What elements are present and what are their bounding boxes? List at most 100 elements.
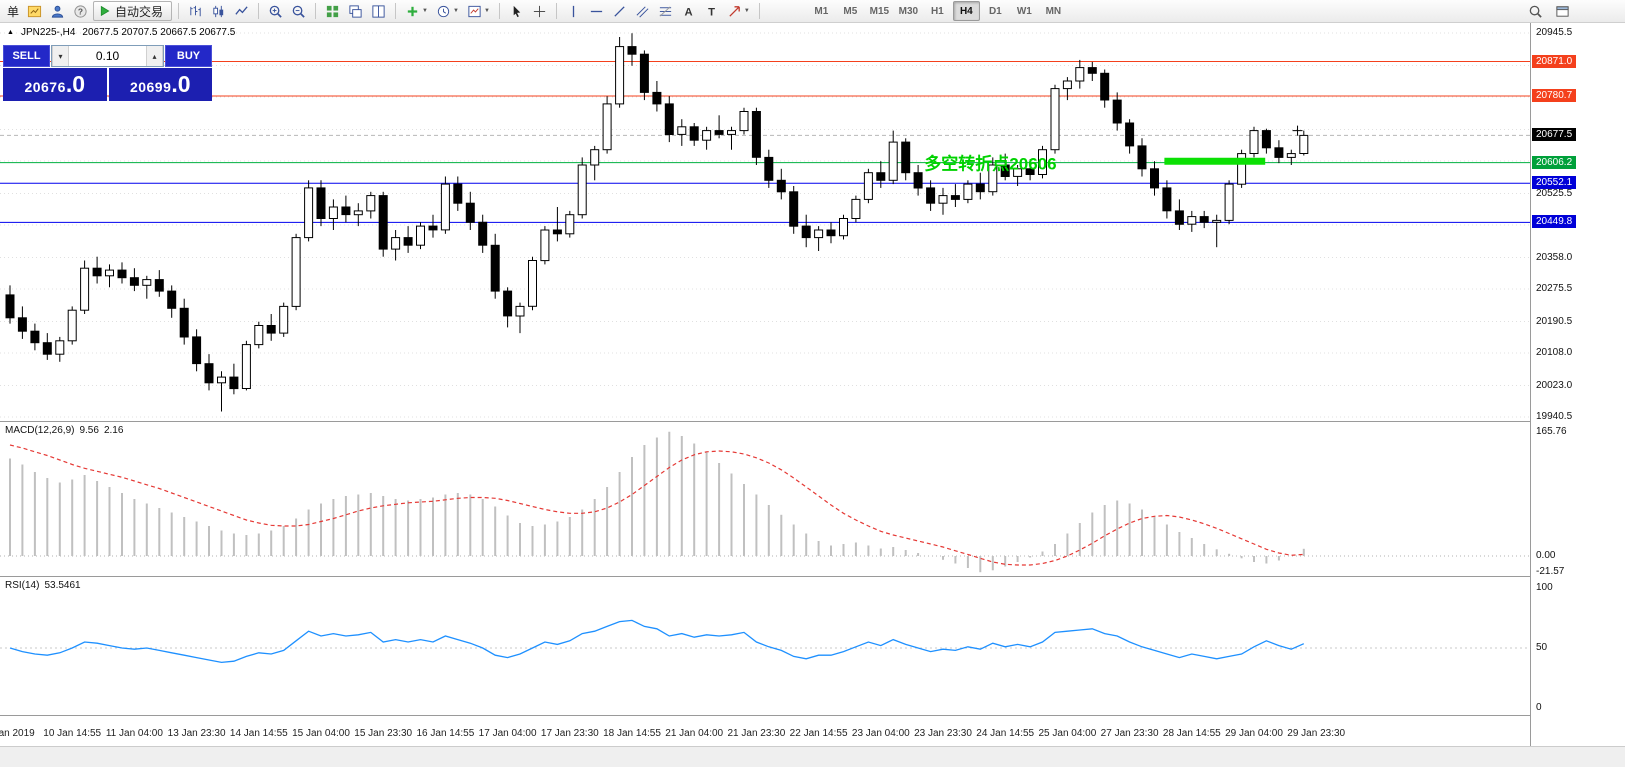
tf-M5[interactable]: M5 [843, 5, 858, 17]
shapes-icon[interactable]: ▼ [724, 2, 753, 21]
time-label: 13 Jan 23:30 [167, 728, 226, 739]
time-label: 14 Jan 14:55 [229, 728, 288, 739]
time-label: 22 Jan 14:55 [789, 728, 848, 739]
search-icon[interactable] [1525, 2, 1546, 21]
help-icon[interactable]: ? [70, 2, 91, 21]
tf-M1[interactable]: M1 [814, 5, 829, 17]
expand-icon[interactable]: ▲ [7, 29, 14, 36]
volume-spinner: ▾ 0.10 ▴ [51, 45, 164, 67]
macd-signal-line [9, 444, 1304, 566]
status-strip [0, 746, 1625, 767]
tf-M15[interactable]: M15 [869, 5, 890, 17]
time-label: 29 Jan 04:00 [1225, 728, 1283, 739]
new-order-icon[interactable]: ▼ [407, 6, 428, 16]
text-tool-icon[interactable]: A [678, 2, 699, 21]
time-label: 23 Jan 04:00 [851, 728, 910, 739]
time-label: 11 Jan 04:00 [105, 728, 163, 739]
sell-button[interactable]: SELL [3, 45, 50, 67]
panel-divider-rsi[interactable] [0, 576, 1625, 577]
tf-H4[interactable]: H4 [952, 1, 980, 21]
tf-W1[interactable]: W1 [1016, 5, 1032, 17]
candlestick-chart-icon[interactable] [208, 2, 229, 21]
tile-horizontal-icon[interactable] [368, 2, 389, 21]
crosshair-icon[interactable] [529, 2, 550, 21]
price-tick: 20275.5 [1536, 283, 1573, 294]
time-label: 9 Jan 2019 [0, 728, 35, 739]
price-tick: 20190.5 [1536, 315, 1573, 327]
time-label: 27 Jan 23:30 [1100, 728, 1159, 739]
time-label: 21 Jan 04:00 [665, 728, 724, 739]
autotrade-button[interactable]: 自动交易 [93, 1, 173, 21]
rsi-label: RSI(14) 53.5461 [5, 580, 81, 591]
bar-chart-icon[interactable] [185, 2, 206, 21]
time-label: 15 Jan 23:30 [354, 728, 413, 739]
zoom-out-icon[interactable] [288, 2, 309, 21]
volume-up-button[interactable]: ▴ [146, 46, 163, 66]
panel-divider-macd[interactable] [0, 421, 1625, 422]
volume-value[interactable]: 0.10 [95, 49, 120, 63]
rsi-panel[interactable] [0, 577, 1530, 715]
tf-M30[interactable]: M30 [898, 5, 919, 17]
zoom-in-icon[interactable] [265, 2, 286, 21]
time-label: 25 Jan 04:00 [1038, 728, 1097, 739]
sell-price[interactable]: 20676.0 [3, 68, 107, 101]
cascade-windows-icon[interactable] [345, 2, 366, 21]
time-label: 10 Jan 14:55 [43, 728, 102, 739]
macd-panel[interactable] [0, 422, 1530, 576]
main-chart[interactable]: 多空转折点20606 [0, 23, 1530, 421]
level-price-badge-20606.2: 20606.2 [1532, 155, 1577, 169]
toolbar-separator [555, 3, 557, 19]
macd-axis-tick: 165.76 [1536, 425, 1567, 437]
time-label: 21 Jan 23:30 [727, 728, 786, 739]
line-chart-icon[interactable] [231, 2, 252, 21]
toolbar-right-group [1525, 2, 1621, 21]
toolbar-separator [178, 3, 180, 19]
level-price-badge-20552.1: 20552.1 [1532, 176, 1577, 190]
vertical-line-icon[interactable] [563, 2, 584, 21]
buy-button[interactable]: BUY [165, 45, 212, 67]
rsi-line [9, 619, 1305, 664]
price-tick: 20945.5 [1536, 27, 1573, 38]
indicators-icon[interactable]: ▼ [464, 2, 493, 21]
buy-price[interactable]: 20699.0 [108, 68, 212, 101]
horizontal-line-icon[interactable] [586, 2, 607, 21]
tile-windows-icon[interactable] [322, 2, 343, 21]
crosshair-marker [1292, 125, 1303, 136]
time-label: 28 Jan 14:55 [1162, 728, 1221, 739]
new-window-icon[interactable] [1552, 2, 1573, 21]
price-tick: 20358.0 [1536, 251, 1573, 263]
current-price-badge: 20677.5 [1532, 128, 1577, 142]
toolbar-separator [395, 3, 397, 19]
channel-icon[interactable] [632, 2, 653, 21]
fibonacci-icon[interactable] [655, 2, 676, 21]
label-tool-icon[interactable]: T [701, 2, 722, 21]
level-price-badge-20871.0: 20871.0 [1532, 54, 1577, 68]
price-tick: 20525.5 [1536, 187, 1573, 199]
new-chart-icon[interactable] [24, 2, 45, 21]
pivot-annotation-text[interactable]: 多空转折点20606 [924, 154, 1056, 174]
order-label[interactable]: 单 [7, 4, 20, 19]
rsi-axis-tick: 0 [1536, 702, 1542, 713]
symbol-ohlc: 20677.5 20707.5 20667.5 20677.5 [82, 27, 236, 38]
time-label: 23 Jan 23:30 [914, 728, 972, 739]
svg-text:T: T [708, 6, 715, 18]
time-label: 16 Jan 14:55 [416, 728, 475, 739]
periods-icon[interactable]: ▼ [433, 2, 462, 21]
tf-MN[interactable]: MN [1045, 5, 1062, 17]
time-label: 17 Jan 04:00 [478, 728, 537, 739]
toolbar: 单? 自动交易 ▼ ▼ ▼ A T ▼ M1 M5 M15 M30 H1 H4 D1 W1 MN [0, 0, 1625, 23]
toolbar-separator [758, 3, 760, 19]
volume-down-button[interactable]: ▾ [52, 46, 69, 66]
trendline-icon[interactable] [609, 2, 630, 21]
price-axis[interactable]: 20945.520860.520525.520358.020275.520190… [1530, 23, 1625, 746]
macd-axis-tick: 0.00 [1536, 550, 1556, 561]
cursor-icon[interactable] [506, 2, 527, 21]
toolbar-separator [498, 3, 500, 19]
macd-label: MACD(12,26,9) 9.56 2.16 [5, 425, 124, 436]
profile-icon[interactable] [47, 2, 68, 21]
tf-D1[interactable]: D1 [988, 5, 1002, 17]
tf-H1[interactable]: H1 [930, 5, 944, 17]
svg-text:A: A [684, 6, 692, 18]
level-price-badge-20449.8: 20449.8 [1532, 215, 1577, 229]
